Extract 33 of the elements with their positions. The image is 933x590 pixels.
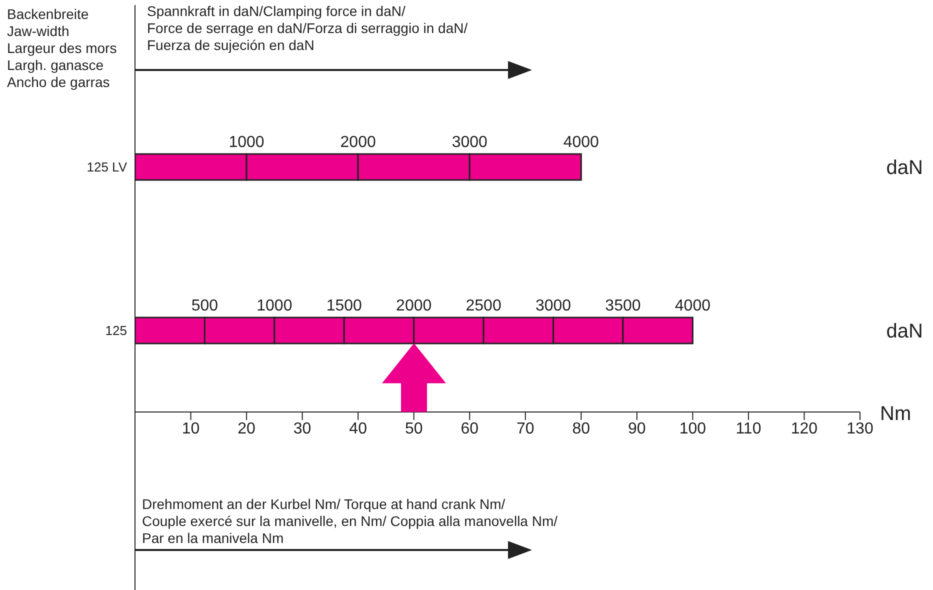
- annotation: 3500: [605, 297, 641, 314]
- x-tick-label: 130: [846, 420, 874, 438]
- annotation: 2000: [396, 297, 432, 314]
- annotation: 1000: [228, 134, 264, 151]
- text: daN: [886, 320, 923, 342]
- x-tick-label: 90: [628, 420, 646, 438]
- x-tick-label: 20: [238, 420, 256, 438]
- annotation: 500: [191, 297, 218, 314]
- x-tick-label: 80: [572, 420, 590, 438]
- x-tick-label: 100: [679, 420, 706, 438]
- text: Nm: [880, 403, 912, 425]
- annotation: 1500: [326, 297, 362, 314]
- x-tick-label: 30: [293, 420, 312, 438]
- annotation: 1000: [256, 297, 292, 314]
- annotation: 3000: [452, 134, 488, 151]
- text: daN: [886, 156, 923, 179]
- x-tick-label: 110: [736, 420, 762, 438]
- x-tick-label: 70: [516, 420, 534, 438]
- y-tick-label: 125: [105, 322, 127, 338]
- annotation: 2500: [466, 297, 502, 314]
- x-tick-label: 40: [349, 420, 368, 438]
- annotation: 4000: [563, 134, 600, 151]
- y-axis-title: Backenbreite Jaw-width Largeur des mors Largh. ganasce Ancho de garras: [7, 6, 117, 91]
- x-tick-label: 10: [182, 420, 200, 438]
- x-tick-label: 120: [790, 420, 818, 438]
- chart-title: Spannkraft in daN/Clamping force in daN/ Force de serrage en daN/Forza di serraggio in daN/ Fuerza de sujeción en daN: [147, 3, 468, 54]
- x-tick-label: 50: [404, 420, 423, 438]
- annotation: 4000: [674, 297, 711, 314]
- annotation: 2000: [340, 134, 376, 151]
- x-tick-label: 60: [460, 420, 479, 438]
- x-axis-title: Drehmoment an der Kurbel Nm/ Torque at hand crank Nm/ Couple exercé sur la manivelle, en Nm/ Coppia alla manovella Nm/ Par en la manivela Nm: [142, 496, 558, 547]
- y-tick-label: 125 LV: [86, 159, 128, 174]
- annotation: 3000: [535, 297, 572, 314]
